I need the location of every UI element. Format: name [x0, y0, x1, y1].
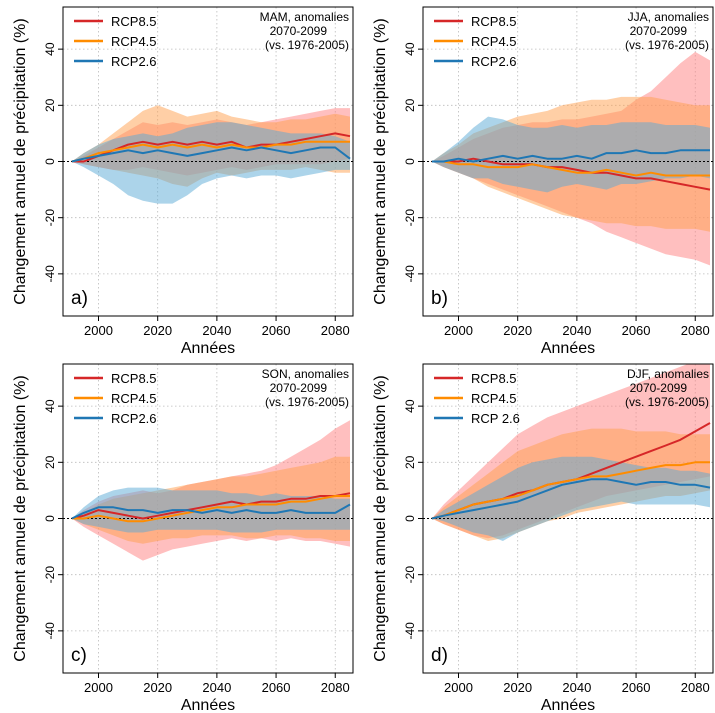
x-tick-label: 2040	[562, 323, 591, 338]
x-tick-label: 2000	[444, 680, 473, 695]
x-tick-label: 2080	[681, 680, 710, 695]
x-tick-label: 2080	[321, 323, 350, 338]
data-layer	[423, 51, 713, 266]
x-tick-label: 2020	[503, 680, 532, 695]
x-tick-label: 2020	[143, 323, 172, 338]
y-axis-label: Changement annuel de précipitation (%)	[12, 18, 29, 304]
annotation-period: 2070-2099	[270, 381, 328, 395]
series-line-rcp45	[431, 461, 710, 520]
legend-label-rcp45: RCP4.5	[111, 391, 157, 406]
series-line-rcp26	[71, 503, 351, 520]
y-tick-label: -40	[403, 622, 417, 640]
y-tick-label: 40	[43, 42, 57, 56]
annotation-season: SON, anomalies	[262, 367, 349, 381]
legend-label-rcp45: RCP4.5	[111, 34, 157, 49]
y-tick-label: 20	[43, 455, 57, 469]
annotation-period: 2070-2099	[270, 24, 328, 38]
x-tick-label: 2040	[202, 680, 231, 695]
y-tick-label: 0	[43, 158, 57, 165]
legend-label-rcp85: RCP8.5	[111, 371, 157, 386]
y-tick-label: 0	[403, 158, 417, 165]
annotation-reference: (vs. 1976-2005)	[625, 38, 709, 52]
annotation-reference: (vs. 1976-2005)	[265, 38, 349, 52]
x-tick-label: 2080	[681, 323, 710, 338]
annotation-period: 2070-2099	[630, 381, 688, 395]
series-line-rcp26	[71, 146, 351, 163]
series-line-rcp26	[431, 149, 710, 163]
annotation-reference: (vs. 1976-2005)	[625, 395, 709, 409]
legend-label-rcp45: RCP4.5	[471, 34, 517, 49]
series-line-rcp45	[71, 140, 350, 163]
y-axis-label: Changement annuel de précipitation (%)	[372, 18, 389, 304]
panel-label: a)	[71, 288, 88, 309]
legend-label-rcp26: RCP2.6	[111, 54, 157, 69]
annotation-season: JJA, anomalies	[628, 10, 709, 24]
y-tick-label: 40	[403, 42, 417, 56]
series-line-rcp45	[431, 160, 710, 177]
x-tick-label: 2020	[503, 323, 532, 338]
legend-label-rcp45: RCP4.5	[471, 391, 517, 406]
legend-label-rcp85: RCP8.5	[471, 371, 517, 386]
legend-label-rcp26: RCP2.6	[111, 411, 157, 426]
x-axis-label: Années	[181, 697, 235, 713]
panel-4: 2000 2020 2040 2060 2080-40-2002040AnnéesCha…	[372, 363, 714, 713]
series-line-rcp26	[431, 478, 711, 520]
x-tick-label: 2000	[84, 323, 113, 338]
y-tick-label: -20	[403, 566, 417, 584]
band-rcp26	[431, 116, 710, 193]
y-tick-label: 40	[403, 399, 417, 413]
panel-label: c)	[71, 645, 87, 666]
y-tick-label: 0	[403, 515, 417, 522]
annotation-period: 2070-2099	[630, 24, 688, 38]
x-tick-label: 2040	[562, 680, 591, 695]
y-axis-label: Changement annuel de précipitation (%)	[12, 375, 29, 661]
x-axis-label: Années	[181, 340, 235, 357]
y-tick-label: 40	[43, 399, 57, 413]
x-tick-label: 2060	[622, 680, 651, 695]
x-tick-label: 2060	[262, 680, 291, 695]
panel-label: d)	[431, 645, 448, 666]
y-tick-label: -40	[43, 622, 57, 640]
x-tick-label: 2000	[84, 680, 113, 695]
y-tick-label: 20	[43, 98, 57, 112]
y-tick-label: -20	[43, 566, 57, 584]
annotation-season: DJF, anomalies	[627, 367, 709, 381]
y-tick-label: 20	[403, 455, 417, 469]
x-tick-label: 2020	[143, 680, 172, 695]
y-tick-label: -40	[403, 265, 417, 283]
y-tick-label: -20	[403, 209, 417, 227]
y-tick-label: 0	[43, 515, 57, 522]
annotation-reference: (vs. 1976-2005)	[265, 395, 349, 409]
panel-2: 2000 2020 2040 2060 2080-40-2002040AnnéesCha…	[372, 6, 714, 357]
legend-label-rcp85: RCP8.5	[471, 14, 517, 29]
y-tick-label: -20	[43, 209, 57, 227]
series-line-rcp45	[71, 495, 350, 523]
x-axis-label: Années	[541, 697, 595, 713]
y-tick-label: 20	[403, 98, 417, 112]
data-layer	[423, 364, 713, 541]
x-tick-label: 2000	[444, 323, 473, 338]
x-tick-label: 2060	[262, 323, 291, 338]
series-line-rcp85	[71, 492, 351, 520]
panel-label: b)	[431, 288, 448, 309]
x-tick-label: 2040	[202, 323, 231, 338]
annotation-season: MAM, anomalies	[260, 10, 349, 24]
legend-label-rcp26: RCP 2.6	[471, 411, 520, 426]
data-layer	[63, 105, 353, 204]
series-line-rcp85	[431, 157, 711, 191]
y-tick-label: -40	[43, 265, 57, 283]
y-axis-label: Changement annuel de précipitation (%)	[372, 375, 389, 661]
panel-1: 2000 2020 2040 2060 2080-40-2002040AnnéesCha…	[12, 6, 354, 357]
legend-label-rcp85: RCP8.5	[111, 14, 157, 29]
data-layer	[63, 420, 353, 561]
panel-3: 2000 2020 2040 2060 2080-40-2002040AnnéesCha…	[12, 363, 354, 713]
band-rcp26	[431, 456, 710, 541]
legend-label-rcp26: RCP2.6	[471, 54, 517, 69]
x-tick-label: 2080	[321, 680, 350, 695]
x-axis-label: Années	[541, 340, 595, 357]
x-tick-label: 2060	[622, 323, 651, 338]
